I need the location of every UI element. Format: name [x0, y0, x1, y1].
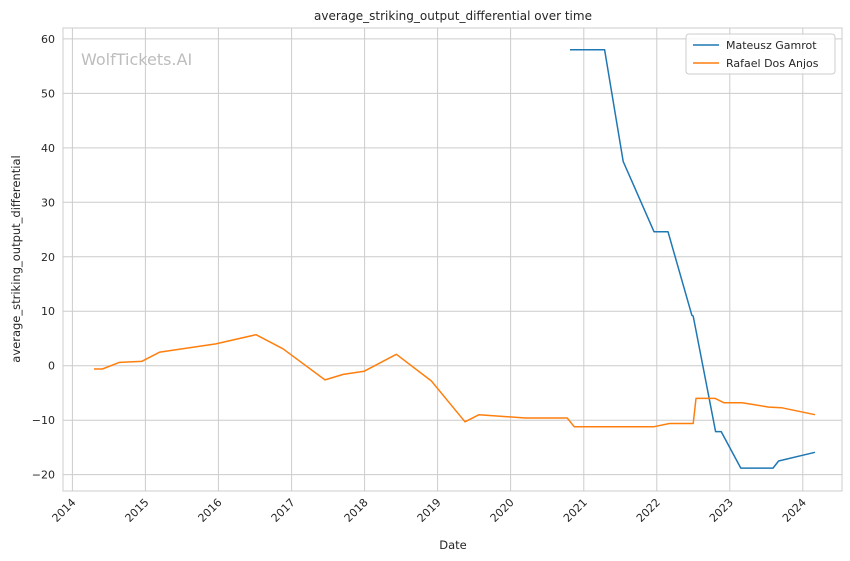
x-tick-label-2018: 2018 — [342, 496, 371, 525]
x-tick-label-2016: 2016 — [196, 496, 225, 525]
series-layer — [94, 49, 816, 469]
y-tick-label-10: 10 — [41, 305, 55, 318]
y-tick-label-40: 40 — [41, 142, 55, 155]
series-line-mateusz-gamrot — [570, 49, 816, 469]
x-axis-title: Date — [439, 538, 467, 552]
watermark: WolfTickets.AI — [81, 50, 192, 69]
y-tick-label-50: 50 — [41, 87, 55, 100]
legend-label-mateusz-gamrot: Mateusz Gamrot — [726, 39, 817, 52]
y-tick-label-20: 20 — [41, 251, 55, 264]
x-gridlines — [71, 28, 804, 491]
x-tick-label-2023: 2023 — [707, 496, 736, 525]
series-line-rafael-dos-anjos — [94, 333, 816, 428]
legend: Mateusz Gamrot Rafael Dos Anjos — [685, 33, 836, 75]
y-tick-label-60: 60 — [41, 33, 55, 46]
x-tick-label-2022: 2022 — [634, 496, 663, 525]
x-tick-label-2015: 2015 — [123, 496, 152, 525]
y-tick-label--10: −10 — [32, 414, 55, 427]
x-tick-label-2017: 2017 — [269, 496, 298, 525]
y-gridlines — [63, 38, 842, 476]
y-tick-label--20: −20 — [32, 469, 55, 482]
y-axis-title: average_striking_output_differential — [9, 155, 23, 362]
y-tick-label-30: 30 — [41, 196, 55, 209]
legend-box — [685, 33, 836, 75]
y-tick-label-0: 0 — [48, 360, 55, 373]
x-tick-labels: 2014 2015 2016 2017 2018 2019 2020 2021 2022 2023… — [50, 496, 809, 525]
legend-label-rafael-dos-anjos: Rafael Dos Anjos — [726, 57, 819, 70]
plot-area — [62, 27, 843, 492]
chart-title: average_striking_output_differential ove… — [314, 9, 592, 23]
x-tick-label-2014: 2014 — [50, 496, 79, 525]
y-tick-labels: −20 −10 0 10 20 30 40 50 60 — [32, 33, 55, 482]
x-tick-label-2024: 2024 — [780, 496, 809, 525]
x-tick-label-2021: 2021 — [561, 496, 590, 525]
x-tick-label-2020: 2020 — [488, 496, 517, 525]
x-tick-label-2019: 2019 — [415, 496, 444, 525]
